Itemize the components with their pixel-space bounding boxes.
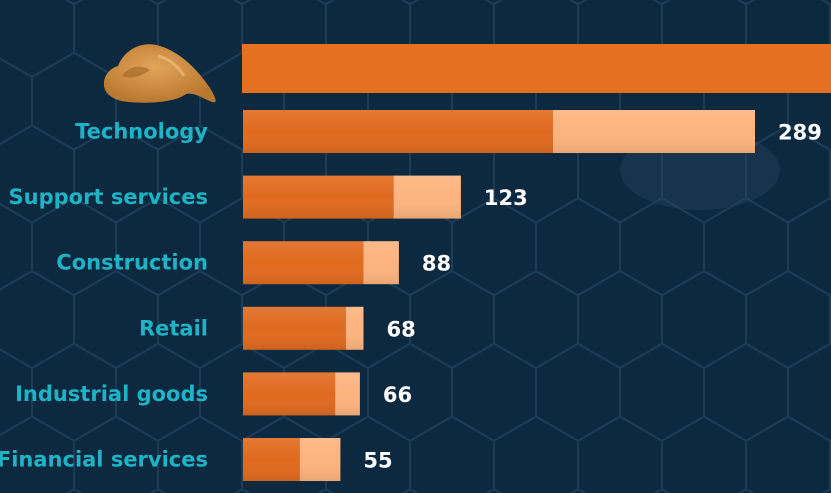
value-label-retail: 68 <box>387 317 416 341</box>
category-label-retail: Retail <box>139 316 208 340</box>
bar-industrial-goods-shade <box>243 372 360 416</box>
bar-technology-shade <box>243 110 755 153</box>
top-bar <box>242 44 831 93</box>
poop-icon <box>103 44 216 103</box>
value-label-industrial-goods: 66 <box>383 383 412 407</box>
value-labels: 289 123 88 68 66 55 <box>363 121 821 473</box>
value-label-support-services: 123 <box>484 186 528 210</box>
value-label-technology: 289 <box>778 121 822 145</box>
bar-support-services-shade <box>243 175 461 219</box>
category-label-financial-services: Financial services <box>0 448 208 472</box>
category-labels: Technology Support services Construction Re… <box>0 120 208 472</box>
bar-construction-shade <box>243 241 399 285</box>
category-label-support-services: Support services <box>9 185 208 209</box>
category-label-industrial-goods: Industrial goods <box>15 382 208 406</box>
bar-financial-services-shade <box>243 438 341 481</box>
value-label-financial-services: 55 <box>363 449 392 473</box>
bar-retail-shade <box>243 306 364 350</box>
category-label-construction: Construction <box>56 251 208 275</box>
value-label-construction: 88 <box>422 252 451 276</box>
category-label-technology: Technology <box>75 120 208 144</box>
bars-group <box>243 110 755 481</box>
